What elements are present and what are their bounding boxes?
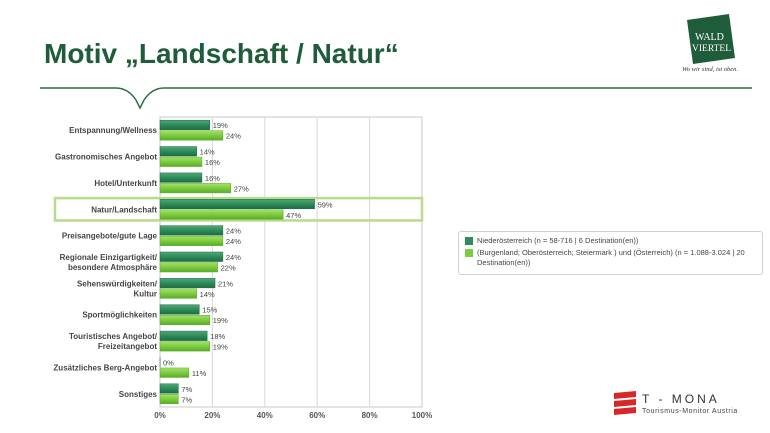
bar-series2 bbox=[159, 367, 190, 378]
category-label: Freizeitangebot bbox=[98, 342, 157, 351]
bar-series2 bbox=[159, 209, 284, 220]
x-tick-label: 100% bbox=[412, 411, 432, 420]
category-label: Touristisches Angebot/ bbox=[69, 332, 158, 341]
bar-series1 bbox=[159, 146, 197, 157]
bar-series2 bbox=[159, 288, 197, 299]
data-label-series1: 19% bbox=[213, 121, 228, 130]
x-tick-label: 0% bbox=[154, 411, 166, 420]
plot-area bbox=[159, 116, 423, 408]
category-label: Hotel/Unterkunft bbox=[94, 179, 157, 188]
bar-series2 bbox=[159, 130, 224, 141]
logo-tagline: Wo wir sind, ist oben. bbox=[681, 66, 739, 73]
data-label-series1: 59% bbox=[318, 200, 333, 209]
logo-line2: VIERTEL bbox=[692, 44, 731, 54]
category-label: Zusätzliches Berg-Angebot bbox=[53, 363, 157, 372]
data-label-series2: 47% bbox=[286, 211, 301, 220]
category-label: besondere Atmosphäre bbox=[68, 263, 158, 272]
data-label-series2: 11% bbox=[192, 369, 207, 378]
bar-series1 bbox=[159, 304, 200, 315]
waldviertel-logo: WALD VIERTEL bbox=[687, 14, 735, 64]
austria-flag-icon bbox=[614, 391, 636, 415]
legend-item-series1: Niederösterreich (n = 58-716 | 6 Destina… bbox=[465, 236, 756, 246]
tmona-brand: T - MONA bbox=[642, 392, 720, 406]
data-label-series2: 14% bbox=[200, 290, 215, 299]
bar-series2 bbox=[159, 183, 231, 194]
tmona-subtitle: Tourismus-Monitor Austria bbox=[642, 408, 738, 415]
category-label: Sehenswürdigkeiten/ bbox=[77, 279, 158, 288]
data-label-series2: 16% bbox=[205, 158, 220, 167]
data-label-series2: 7% bbox=[181, 395, 192, 404]
category-label: Kultur bbox=[133, 289, 157, 298]
bar-series1 bbox=[159, 330, 208, 341]
bar-series1 bbox=[159, 119, 211, 130]
chart-legend: Niederösterreich (n = 58-716 | 6 Destina… bbox=[458, 231, 763, 275]
bar-series1 bbox=[159, 172, 203, 183]
category-label: Entspannung/Wellness bbox=[69, 126, 157, 135]
legend-swatch-series1 bbox=[465, 237, 473, 245]
category-label: Gastronomisches Angebot bbox=[55, 153, 157, 162]
data-label-series2: 19% bbox=[213, 316, 228, 325]
legend-swatch-series2 bbox=[465, 249, 473, 257]
category-label: Preisangebote/gute Lage bbox=[62, 232, 158, 241]
x-tick-label: 40% bbox=[257, 411, 273, 420]
data-label-series1: 0% bbox=[163, 358, 174, 367]
logo-icon: WALD VIERTEL bbox=[687, 14, 735, 64]
data-label-series1: 7% bbox=[181, 385, 192, 394]
data-label-series1: 15% bbox=[202, 306, 217, 315]
header-divider bbox=[40, 87, 752, 110]
data-label-series2: 22% bbox=[221, 264, 236, 273]
data-label-series1: 14% bbox=[200, 148, 215, 157]
data-label-series2: 19% bbox=[213, 343, 228, 352]
bar-series2 bbox=[159, 235, 224, 246]
data-label-series1: 24% bbox=[226, 253, 241, 262]
x-tick-label: 20% bbox=[204, 411, 220, 420]
bar-series1 bbox=[159, 251, 224, 262]
category-label: Natur/Landschaft bbox=[91, 205, 157, 214]
data-label-series1: 16% bbox=[205, 174, 220, 183]
bar-series1 bbox=[159, 199, 315, 210]
legend-label-series1: Niederösterreich (n = 58-716 | 6 Destina… bbox=[477, 236, 639, 245]
data-label-series1: 24% bbox=[226, 227, 241, 236]
header-divider-line bbox=[40, 87, 752, 110]
logo-line1: WALD bbox=[695, 32, 724, 43]
data-label-series2: 27% bbox=[234, 184, 249, 193]
x-tick-label: 80% bbox=[362, 411, 378, 420]
legend-label-series2: (Burgenland; Oberösterreich; Steiermark … bbox=[477, 248, 745, 267]
data-label-series2: 24% bbox=[226, 132, 241, 141]
data-label-series1: 18% bbox=[210, 332, 225, 341]
bar-series2 bbox=[159, 394, 179, 405]
category-label: Sportmöglichkeiten bbox=[82, 311, 157, 320]
page-title: Motiv „Landschaft / Natur“ bbox=[44, 38, 399, 69]
data-label-series2: 24% bbox=[226, 237, 241, 246]
bar-series2 bbox=[159, 156, 203, 167]
category-label: Regionale Einzigartigkeit/ bbox=[60, 253, 158, 262]
data-label-series1: 21% bbox=[218, 279, 233, 288]
bar-series2 bbox=[159, 314, 211, 325]
bar-series1 bbox=[159, 278, 216, 289]
bar-series2 bbox=[159, 262, 218, 273]
bar-series2 bbox=[159, 341, 211, 352]
bar-series1 bbox=[159, 383, 179, 394]
category-label: Sonstiges bbox=[119, 390, 158, 399]
bar-series1 bbox=[159, 225, 224, 236]
x-tick-label: 60% bbox=[309, 411, 325, 420]
legend-item-series2: (Burgenland; Oberösterreich; Steiermark … bbox=[465, 248, 756, 268]
highlight-frame bbox=[53, 196, 424, 222]
